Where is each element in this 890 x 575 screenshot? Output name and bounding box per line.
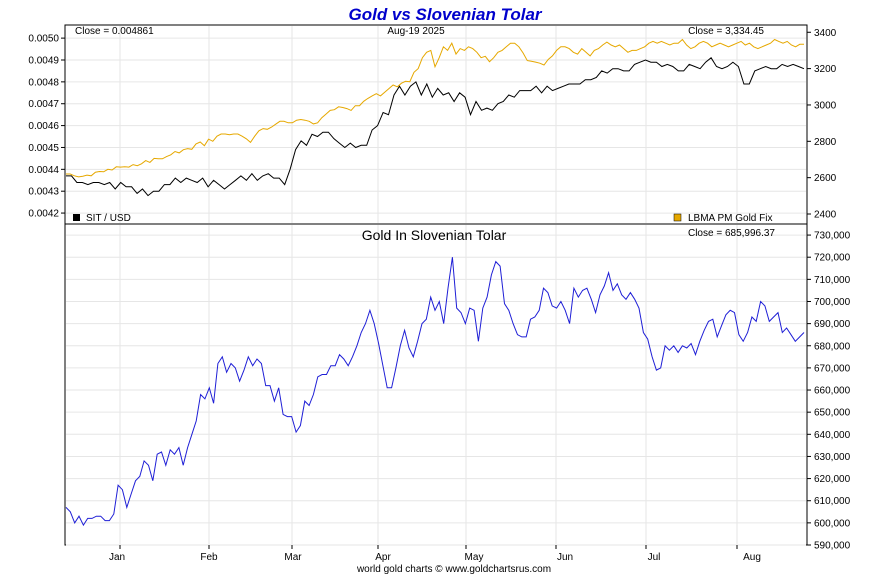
gold-in-slovenian-tolar-line — [65, 257, 805, 527]
bottom-right-tick-label: 650,000 — [814, 408, 851, 419]
left-tick-label: 0.0043 — [28, 187, 59, 198]
right-tick-label: 2600 — [814, 173, 837, 184]
top-panel: 0.0042 0.0043 0.0044 0.0045 0.0046 0.0047 0.00… — [28, 24, 837, 225]
bottom-panel-series — [65, 257, 805, 527]
left-tick-label: 0.0042 — [28, 209, 59, 220]
bottom-right-tick-label: 600,000 — [814, 518, 851, 529]
legend-lbma-swatch — [673, 213, 682, 222]
legend-sit-usd-swatch — [73, 214, 80, 221]
x-tick-label: Jul — [648, 552, 661, 563]
bottom-right-tick-label: 630,000 — [814, 452, 851, 463]
footer-credit: world gold charts © www.goldchartsrus.co… — [356, 564, 551, 575]
bottom-right-tick-label: 730,000 — [814, 231, 851, 242]
bottom-right-tick-label: 620,000 — [814, 474, 851, 485]
bottom-right-axis-ticks: 590,000 600,000 610,000 620,000 630,000 640,0… — [807, 231, 851, 552]
chart-title: Gold vs Slovenian Tolar — [348, 5, 542, 24]
right-tick-label: 3400 — [814, 28, 837, 39]
bottom-right-tick-label: 690,000 — [814, 319, 851, 330]
x-tick-label: Jun — [557, 552, 573, 563]
lbma-gold-fix-line — [66, 38, 804, 178]
x-tick-label: Mar — [284, 552, 302, 563]
bottom-right-tick-label: 670,000 — [814, 363, 851, 374]
sit-usd-line — [66, 57, 805, 197]
legend-lbma: LBMA PM Gold Fix — [673, 213, 772, 224]
left-tick-label: 0.0045 — [28, 143, 59, 154]
x-tick-label: May — [465, 552, 484, 563]
left-axis-ticks: 0.0042 0.0043 0.0044 0.0045 0.0046 0.0047 0.00… — [28, 34, 65, 220]
bottom-panel: 590,000 600,000 610,000 620,000 630,000 640,0… — [64, 223, 851, 552]
left-tick-label: 0.0047 — [28, 99, 59, 110]
top-panel-series — [66, 38, 805, 197]
left-tick-label: 0.0050 — [28, 34, 59, 45]
legend-lbma-label: LBMA PM Gold Fix — [688, 213, 772, 224]
close-sit-usd: Close = 0.004861 — [75, 26, 154, 37]
left-tick-label: 0.0049 — [28, 55, 59, 66]
left-tick-label: 0.0048 — [28, 77, 59, 88]
bottom-panel-frame — [64, 223, 808, 546]
legend-sit-usd: SIT / USD — [73, 213, 131, 224]
right-tick-label: 2400 — [814, 210, 837, 221]
x-tick-label: Jan — [109, 552, 125, 563]
x-tick-label: Aug — [743, 552, 761, 563]
top-panel-grid — [66, 26, 806, 223]
x-axis-month-labels: Jan Feb Mar Apr May Jun Jul Aug — [109, 545, 761, 563]
bottom-right-tick-label: 640,000 — [814, 430, 851, 441]
close-gold-usd: Close = 3,334.45 — [688, 26, 764, 37]
x-tick-label: Feb — [200, 552, 218, 563]
right-tick-label: 3200 — [814, 64, 837, 75]
bottom-right-tick-label: 660,000 — [814, 386, 851, 397]
right-tick-label: 2800 — [814, 137, 837, 148]
close-gold-sit: Close = 685,996.37 — [688, 228, 775, 239]
x-tick-label: Apr — [375, 552, 391, 563]
left-tick-label: 0.0044 — [28, 165, 59, 176]
right-tick-label: 3000 — [814, 100, 837, 111]
bottom-panel-title: Gold In Slovenian Tolar — [362, 227, 507, 243]
top-panel-frame — [64, 24, 808, 225]
bottom-right-tick-label: 680,000 — [814, 341, 851, 352]
chart-date: Aug-19 2025 — [387, 26, 445, 37]
bottom-right-tick-label: 720,000 — [814, 253, 851, 264]
bottom-panel-grid — [66, 225, 806, 546]
bottom-right-tick-label: 700,000 — [814, 297, 851, 308]
left-tick-label: 0.0046 — [28, 121, 59, 132]
legend-sit-usd-label: SIT / USD — [86, 213, 131, 224]
bottom-right-tick-label: 590,000 — [814, 541, 851, 552]
bottom-right-tick-label: 610,000 — [814, 496, 851, 507]
bottom-right-tick-label: 710,000 — [814, 275, 851, 286]
right-axis-ticks: 2400 2600 2800 3000 3200 3400 — [807, 28, 837, 221]
